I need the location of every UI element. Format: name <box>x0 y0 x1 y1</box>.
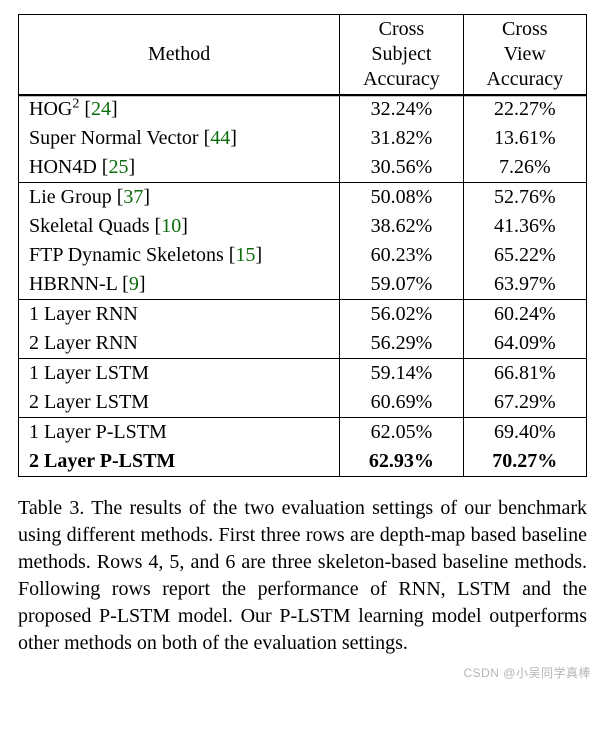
cross-subject-cell: 56.29% <box>340 329 463 359</box>
table-row: 1 Layer RNN56.02%60.24% <box>19 300 587 330</box>
table-row: Lie Group [37]50.08%52.76% <box>19 183 587 213</box>
cross-view-cell: 67.29% <box>463 388 586 418</box>
cross-subject-cell: 59.07% <box>340 270 463 300</box>
caption-text: The results of the two evaluation settin… <box>18 497 587 654</box>
col-header-cross-subject: Cross Subject Accuracy <box>340 15 463 95</box>
table-row: 2 Layer RNN56.29%64.09% <box>19 329 587 359</box>
cross-view-cell: 63.97% <box>463 270 586 300</box>
table-row: 2 Layer LSTM60.69%67.29% <box>19 388 587 418</box>
cross-view-cell: 22.27% <box>463 95 586 125</box>
col-header-cs-stack: Cross Subject Accuracy <box>350 17 452 92</box>
col-header-cv-line1: Cross <box>502 17 548 42</box>
method-cell: 1 Layer RNN <box>19 300 340 330</box>
method-cell: 2 Layer LSTM <box>19 388 340 418</box>
cross-subject-cell: 60.69% <box>340 388 463 418</box>
table-row: HON4D [25]30.56%7.26% <box>19 153 587 183</box>
method-cell: FTP Dynamic Skeletons [15] <box>19 241 340 270</box>
cross-view-cell: 60.24% <box>463 300 586 330</box>
table-row: HOG2 [24]32.24%22.27% <box>19 95 587 125</box>
method-cell: 1 Layer P-LSTM <box>19 418 340 448</box>
table-header: Method Cross Subject Accuracy Cross View… <box>19 15 587 95</box>
cross-view-cell: 65.22% <box>463 241 586 270</box>
col-header-method: Method <box>19 15 340 95</box>
method-cell: HOG2 [24] <box>19 95 340 125</box>
table-caption: Table 3. The results of the two evaluati… <box>18 495 587 657</box>
watermark-text: CSDN @小吴同学真棒 <box>463 664 591 681</box>
col-header-cv-line2: View <box>504 42 546 67</box>
table-row: Super Normal Vector [44]31.82%13.61% <box>19 124 587 153</box>
cross-view-cell: 41.36% <box>463 212 586 241</box>
col-header-cross-view: Cross View Accuracy <box>463 15 586 95</box>
method-cell: HON4D [25] <box>19 153 340 183</box>
cross-view-cell: 7.26% <box>463 153 586 183</box>
results-table: Method Cross Subject Accuracy Cross View… <box>18 14 587 477</box>
cross-subject-cell: 62.05% <box>340 418 463 448</box>
table-row: 1 Layer LSTM59.14%66.81% <box>19 359 587 389</box>
cross-view-cell: 64.09% <box>463 329 586 359</box>
cross-view-cell: 13.61% <box>463 124 586 153</box>
cross-subject-cell: 38.62% <box>340 212 463 241</box>
cross-subject-cell: 32.24% <box>340 95 463 125</box>
cross-view-cell: 66.81% <box>463 359 586 389</box>
method-cell: Lie Group [37] <box>19 183 340 213</box>
method-cell: 1 Layer LSTM <box>19 359 340 389</box>
col-header-cs-line1: Cross <box>379 17 425 42</box>
cross-subject-cell: 59.14% <box>340 359 463 389</box>
cross-subject-cell: 62.93% <box>340 447 463 477</box>
col-header-cs-line3: Accuracy <box>363 67 440 92</box>
cross-subject-cell: 56.02% <box>340 300 463 330</box>
caption-label: Table 3. <box>18 497 84 519</box>
cross-view-cell: 52.76% <box>463 183 586 213</box>
method-cell: HBRNN-L [9] <box>19 270 340 300</box>
table-row: HBRNN-L [9]59.07%63.97% <box>19 270 587 300</box>
table-row: 1 Layer P-LSTM62.05%69.40% <box>19 418 587 448</box>
header-row: Method Cross Subject Accuracy Cross View… <box>19 15 587 95</box>
col-header-method-label: Method <box>29 42 329 67</box>
cross-subject-cell: 30.56% <box>340 153 463 183</box>
method-cell: 2 Layer P-LSTM <box>19 447 340 477</box>
col-header-cv-stack: Cross View Accuracy <box>474 17 576 92</box>
method-cell: 2 Layer RNN <box>19 329 340 359</box>
table-body: HOG2 [24]32.24%22.27%Super Normal Vector… <box>19 95 587 477</box>
col-header-cv-line3: Accuracy <box>486 67 563 92</box>
cross-view-cell: 70.27% <box>463 447 586 477</box>
table-row: 2 Layer P-LSTM62.93%70.27% <box>19 447 587 477</box>
cross-view-cell: 69.40% <box>463 418 586 448</box>
cross-subject-cell: 60.23% <box>340 241 463 270</box>
col-header-cs-line2: Subject <box>371 42 431 67</box>
table-row: FTP Dynamic Skeletons [15]60.23%65.22% <box>19 241 587 270</box>
table-row: Skeletal Quads [10]38.62%41.36% <box>19 212 587 241</box>
method-cell: Super Normal Vector [44] <box>19 124 340 153</box>
cross-subject-cell: 31.82% <box>340 124 463 153</box>
method-cell: Skeletal Quads [10] <box>19 212 340 241</box>
cross-subject-cell: 50.08% <box>340 183 463 213</box>
page: Method Cross Subject Accuracy Cross View… <box>0 0 605 687</box>
